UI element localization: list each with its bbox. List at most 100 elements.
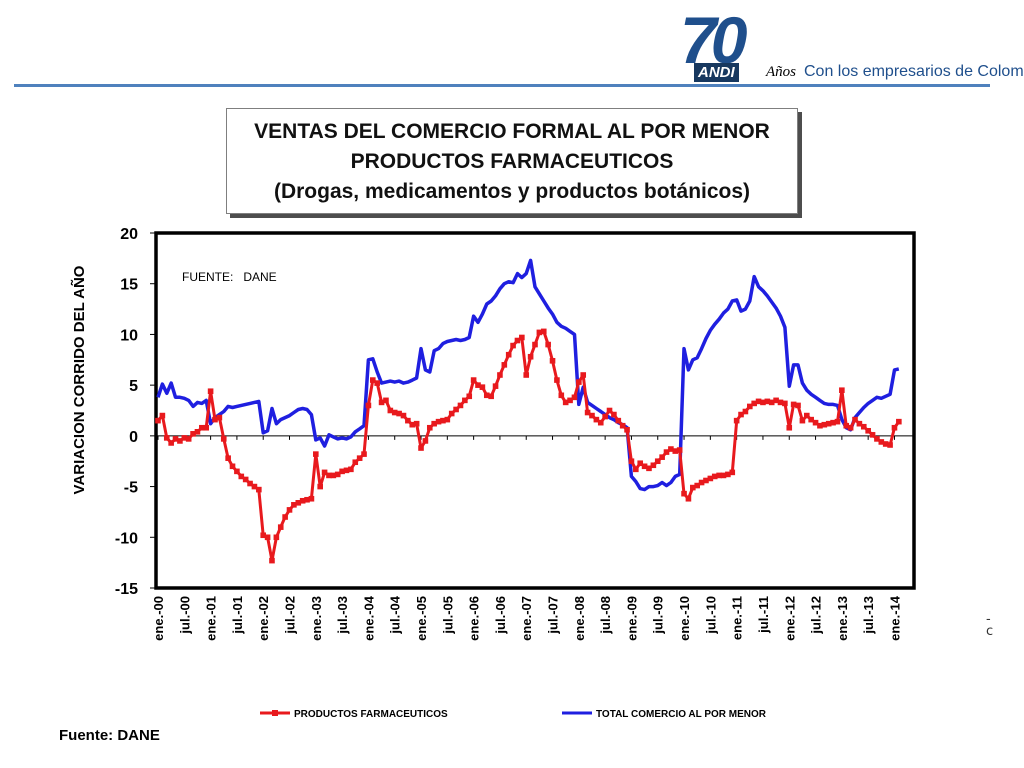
legend-marker [272, 710, 278, 716]
data-point [269, 557, 275, 564]
side-mark-line1: - [986, 612, 991, 627]
data-point [181, 435, 188, 441]
y-tick-label: 10 [120, 327, 138, 344]
x-tick-label: ene.-03 [309, 596, 324, 641]
data-point [242, 476, 249, 483]
x-tick-label: jul.-00 [177, 596, 192, 635]
y-tick-label: -5 [124, 480, 138, 497]
data-point [615, 417, 622, 424]
side-mark: - c [986, 612, 994, 639]
data-point [711, 473, 718, 480]
data-point [764, 398, 771, 405]
data-point [352, 459, 359, 466]
x-tick-label: ene.-14 [887, 595, 902, 641]
data-point [207, 388, 214, 395]
chart-source-annotation: FUENTE: DANE [182, 270, 277, 284]
data-point [834, 418, 841, 425]
data-point [391, 409, 398, 416]
data-point [672, 448, 679, 454]
data-point [733, 417, 740, 424]
data-point [159, 412, 166, 419]
x-tick-label: ene.-11 [730, 596, 745, 640]
data-point [203, 424, 210, 431]
data-point [549, 358, 556, 364]
chart-title-box: VENTAS DEL COMERCIO FORMAL AL POR MENOR … [226, 108, 798, 214]
data-point [356, 455, 363, 461]
data-point [492, 383, 499, 389]
data-point [637, 460, 644, 467]
x-tick-label: ene.-08 [572, 596, 587, 641]
data-point [470, 377, 477, 383]
data-point [396, 410, 402, 417]
data-point [803, 412, 810, 419]
data-point [676, 447, 683, 453]
data-point [562, 399, 569, 406]
data-point [681, 490, 687, 497]
data-point [777, 399, 784, 406]
data-point [882, 441, 889, 447]
data-point [532, 341, 538, 348]
data-point [422, 438, 429, 444]
x-tick-label: jul.-03 [335, 596, 350, 635]
data-point [405, 417, 411, 424]
data-point [865, 427, 871, 434]
data-point [567, 397, 573, 404]
x-tick-label: ene.-04 [361, 595, 376, 641]
data-point [584, 409, 591, 416]
data-point [194, 429, 201, 435]
data-point [782, 400, 788, 407]
chart-title-line2: PRODUCTOS FARMACEUTICOS [350, 150, 674, 173]
chart-title-line3: (Drogas, medicamentos y productos botáni… [273, 180, 751, 203]
data-point [365, 402, 372, 409]
data-point [185, 436, 192, 442]
data-point [825, 420, 832, 427]
data-point [633, 466, 639, 473]
data-point [580, 372, 587, 378]
data-point [273, 534, 280, 541]
data-point [286, 507, 293, 513]
x-tick-label: jul.-08 [598, 596, 613, 635]
data-point [448, 410, 455, 417]
data-point [247, 480, 253, 487]
data-point [641, 463, 648, 470]
data-point [295, 500, 302, 506]
data-point [668, 446, 674, 452]
data-point [172, 436, 179, 442]
data-point [304, 496, 310, 503]
data-point [751, 400, 757, 407]
data-point [558, 392, 565, 399]
data-point [554, 377, 560, 383]
data-point [606, 407, 613, 414]
data-point [238, 473, 245, 480]
data-point [694, 482, 700, 489]
data-point [685, 495, 692, 502]
data-point [291, 502, 297, 508]
data-point [348, 466, 354, 473]
x-tick-label: ene.-07 [519, 596, 534, 641]
data-point [545, 341, 551, 348]
data-point [650, 462, 657, 469]
data-point [334, 471, 341, 478]
data-point [628, 458, 635, 465]
x-tick-label: jul.-06 [493, 596, 508, 635]
data-point [786, 424, 793, 431]
data-point [479, 384, 486, 390]
data-point [431, 420, 437, 427]
y-tick-label: 0 [129, 429, 138, 446]
data-point [856, 420, 863, 427]
side-mark-line2: c [986, 624, 994, 639]
data-point [225, 455, 231, 461]
data-point [199, 424, 205, 431]
logo-tagline: Con los empresarios de Colombia [804, 63, 1024, 80]
y-axis-label: VARIACION CORRIDO DEL AÑO [70, 265, 88, 494]
data-point [611, 411, 617, 418]
data-point [619, 422, 626, 429]
data-point [466, 393, 473, 400]
legend-label: TOTAL COMERCIO AL POR MENOR [596, 709, 767, 720]
data-point [659, 454, 665, 460]
data-point [475, 382, 481, 388]
x-tick-label: jul.-09 [651, 596, 666, 635]
data-point [663, 449, 670, 455]
data-point [821, 421, 828, 428]
data-point [462, 397, 468, 404]
